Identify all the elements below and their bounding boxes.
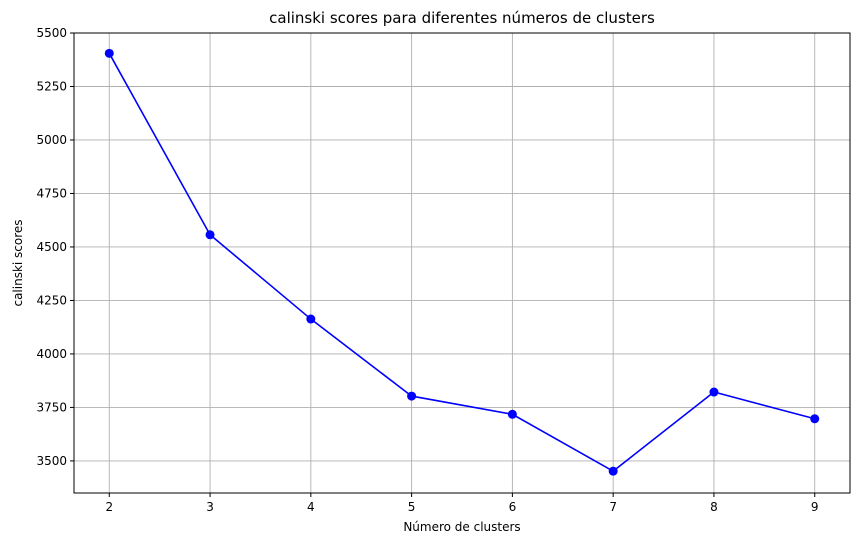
data-point xyxy=(507,409,517,419)
y-axis-label: calinski scores xyxy=(11,219,25,306)
x-tick-label: 2 xyxy=(105,500,113,514)
x-tick-label: 4 xyxy=(307,500,315,514)
x-tick-label: 7 xyxy=(609,500,617,514)
data-point xyxy=(205,230,215,240)
y-tick-label: 4000 xyxy=(36,347,67,361)
series-line xyxy=(108,52,815,473)
data-point xyxy=(608,466,618,476)
x-tick-label: 3 xyxy=(206,500,214,514)
data-point xyxy=(407,391,417,401)
data-point xyxy=(104,48,114,58)
series-layer xyxy=(104,48,820,476)
y-tick-label: 5250 xyxy=(36,79,67,93)
x-tick-label: 9 xyxy=(811,500,819,514)
grid-lines xyxy=(74,32,850,493)
y-tick-label: 4500 xyxy=(36,240,67,254)
y-tick-label: 5000 xyxy=(36,133,67,147)
y-tick-label: 4750 xyxy=(36,186,67,200)
y-tick-label: 4250 xyxy=(36,293,67,307)
chart-title: calinski scores para diferentes números … xyxy=(269,9,655,27)
y-axis-ticks: 3500 3750 4000 4250 4500 4750 5000 5250 5500 xyxy=(36,26,74,468)
y-tick-label: 3500 xyxy=(36,454,67,468)
x-axis-label: Número de clusters xyxy=(403,520,520,534)
data-point xyxy=(709,387,719,397)
plot-frame xyxy=(73,32,851,494)
x-tick-label: 5 xyxy=(408,500,416,514)
x-tick-label: 6 xyxy=(509,500,517,514)
x-tick-label: 8 xyxy=(710,500,718,514)
data-point xyxy=(306,314,316,324)
data-point xyxy=(810,414,820,424)
y-tick-label: 3750 xyxy=(36,400,67,414)
y-tick-label: 5500 xyxy=(36,26,67,40)
x-axis-ticks: 2 3 4 5 6 7 8 9 xyxy=(105,493,819,514)
